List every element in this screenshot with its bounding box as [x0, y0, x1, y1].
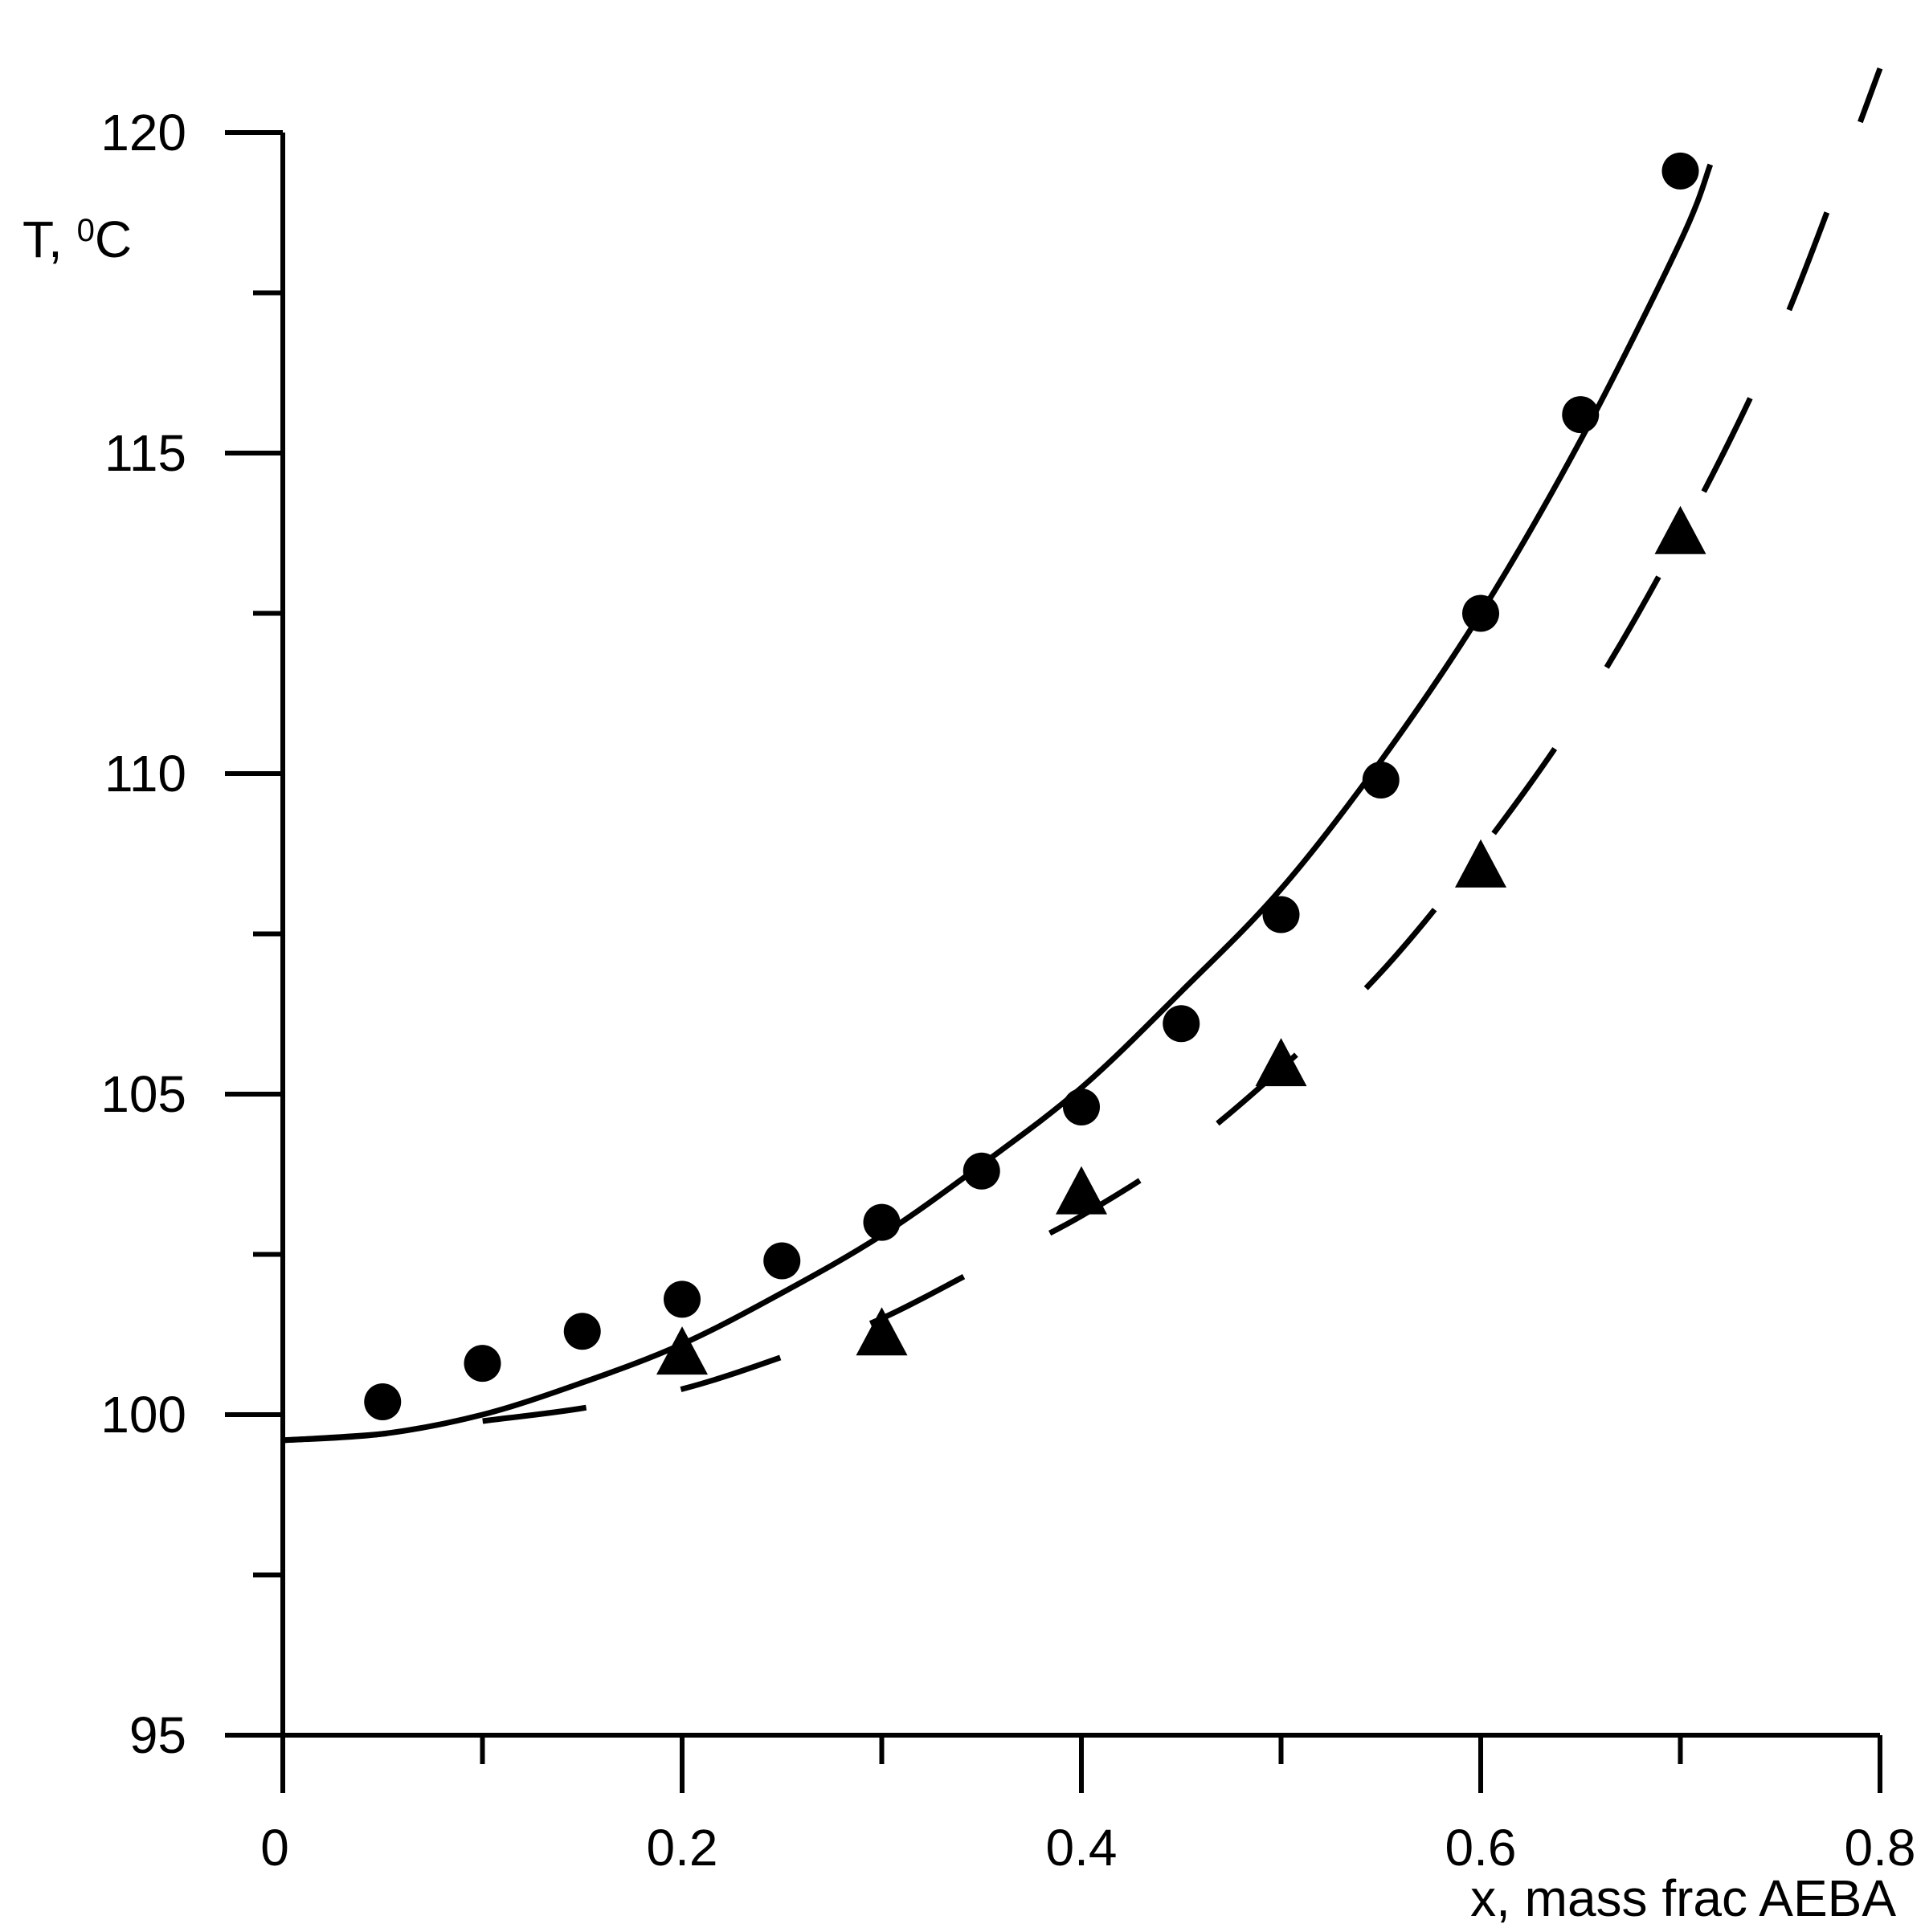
series-2-point-5 — [1654, 505, 1706, 554]
series-2-point-1 — [856, 1307, 908, 1356]
series-0-point-7 — [1063, 1088, 1100, 1125]
y-axis-title-superscript: 0 — [77, 213, 95, 248]
y-tick-label-0: 95 — [129, 1706, 186, 1764]
x-axis-title: x, mass frac AEBA — [1470, 1869, 1896, 1927]
series-0-point-0 — [364, 1383, 402, 1421]
series-2-point-0 — [656, 1326, 708, 1375]
series-2-point-2 — [1056, 1166, 1107, 1215]
x-tick-label-3: 0.6 — [1445, 1819, 1517, 1877]
x-tick-label-4: 0.8 — [1845, 1819, 1916, 1877]
series-layer — [282, 67, 1883, 1444]
y-tick-label-3: 110 — [104, 745, 186, 803]
y-tick-label-2: 105 — [100, 1065, 186, 1123]
x-tick-label-0: 0 — [260, 1819, 289, 1877]
series-0-point-6 — [962, 1152, 1000, 1190]
y-tick-label-1: 100 — [100, 1386, 186, 1444]
series-1-line — [282, 163, 1714, 1444]
series-0-point-13 — [1661, 152, 1699, 190]
y-tick-label-5: 120 — [100, 104, 186, 161]
series-0-point-3 — [664, 1281, 701, 1318]
series-0-point-2 — [563, 1313, 601, 1350]
y-axis-title-unit: C — [95, 210, 132, 268]
series-0-point-9 — [1262, 896, 1300, 933]
series-2-point-4 — [1455, 839, 1506, 888]
y-tick-label-4: 115 — [104, 424, 186, 482]
series-0-point-8 — [1163, 1005, 1200, 1043]
x-tick-label-2: 0.4 — [1046, 1819, 1118, 1877]
axes — [225, 130, 1882, 1793]
series-2-point-3 — [1255, 1038, 1307, 1087]
y-axis-title-base: T, — [22, 210, 77, 268]
series-3-line — [282, 67, 1883, 1444]
y-axis-title: T, 0C — [22, 210, 132, 268]
series-0-point-4 — [763, 1242, 801, 1280]
x-tick-label-1: 0.2 — [647, 1819, 718, 1877]
tick-labels: 95 100 105 110 115 120 0 0.2 0.4 0.6 0.8 — [100, 104, 1915, 1877]
series-0-point-1 — [464, 1345, 501, 1383]
